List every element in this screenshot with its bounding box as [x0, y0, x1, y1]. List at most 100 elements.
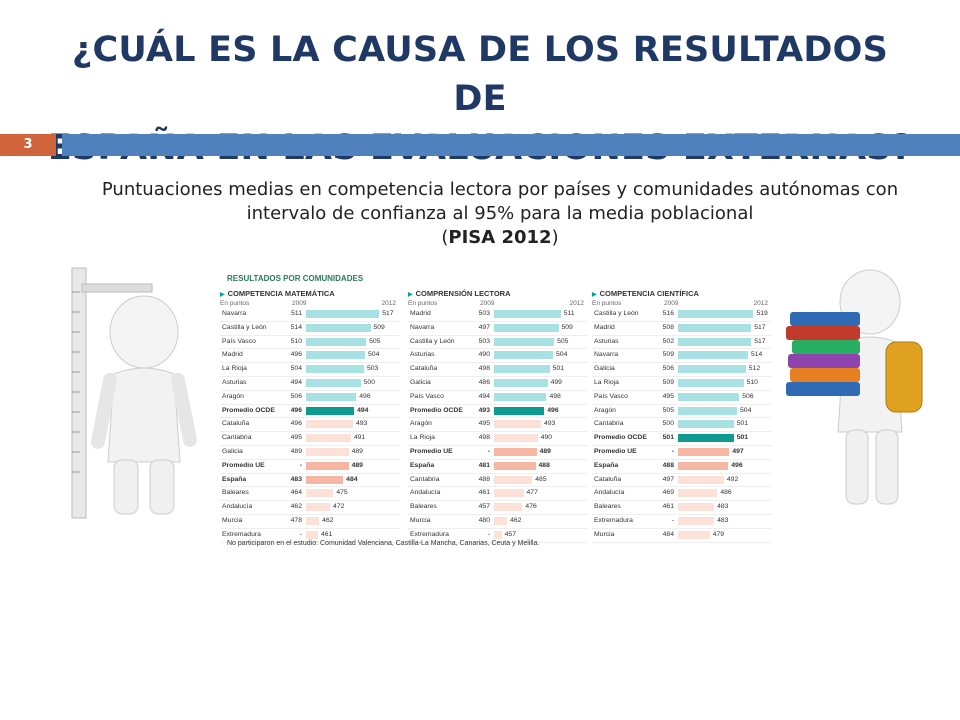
bar-2012 [678, 406, 738, 415]
region-name: Asturias [594, 337, 619, 345]
value-2012: 493 [356, 420, 368, 428]
region-name: Asturias [410, 351, 435, 359]
panel-subheader: En puntos 2009 2012 [408, 299, 588, 308]
bar-2012 [306, 530, 319, 539]
bar-2012 [678, 503, 715, 512]
table-row: Asturias 490 504 [408, 349, 588, 364]
region-name: Promedio OCDE [222, 406, 275, 414]
unit-label: En puntos [408, 300, 438, 307]
table-row: Castilla y León 516 519 [592, 308, 772, 322]
table-row: Promedio OCDE 493 496 [408, 405, 588, 419]
table-row: Aragón 506 496 [220, 391, 400, 405]
table-row: Promedio UE - 489 [220, 460, 400, 474]
region-name: Murcia [410, 516, 431, 524]
region-name: España [594, 461, 619, 469]
table-row: España 481 488 [408, 460, 588, 474]
table-row: Extremadura - 457 [408, 529, 588, 543]
slide-subtitle: Puntuaciones medias en competencia lecto… [60, 178, 940, 250]
bar-2012 [306, 310, 380, 318]
value-2012: 491 [353, 434, 366, 442]
region-name: Cataluña [594, 475, 622, 483]
bar-2012 [306, 365, 364, 374]
year-2012-label: 2012 [753, 300, 768, 307]
value-2012: 493 [544, 420, 556, 428]
region-name: Cantabria [594, 420, 624, 428]
table-row: Promedio UE - 497 [592, 446, 772, 460]
value-2012: 506 [742, 392, 754, 400]
slide-title-line-1: ¿CUÁL ES LA CAUSA DE LOS RESULTADOS DE [72, 30, 888, 119]
bar-2012 [306, 475, 344, 484]
value-2012: 499 [550, 378, 562, 386]
bar-2012 [678, 365, 746, 374]
table-row: Murcia 478 462 [220, 515, 400, 529]
bar-2012 [494, 447, 537, 456]
value-2009: 498 [478, 434, 490, 442]
table-row: Galicia 486 499 [408, 377, 588, 391]
table-row: La Rioja 504 503 [220, 363, 400, 377]
table-row: Andalucía 461 477 [408, 487, 588, 502]
value-2009: 464 [290, 489, 302, 497]
region-name: La Rioja [410, 434, 435, 442]
value-2009: 494 [290, 378, 302, 386]
value-2012: 517 [382, 310, 394, 317]
value-2012: 500 [363, 378, 375, 386]
table-row: Galicia 489 489 [220, 446, 400, 460]
value-2009: 501 [662, 434, 674, 442]
table-row: Murcia 480 462 [408, 515, 588, 529]
region-name: Cataluña [222, 420, 250, 428]
value-2009: 490 [478, 351, 490, 359]
bar-2012 [306, 434, 351, 443]
region-name: España [410, 461, 435, 469]
bar-2012 [494, 461, 536, 470]
value-2012: 472 [333, 503, 345, 511]
region-name: Extremadura [594, 516, 633, 524]
panel-title: COMPETENCIA CIENTÍFICA [592, 288, 772, 299]
value-2012: 476 [525, 503, 537, 511]
value-2012: 486 [720, 489, 732, 497]
region-name: Asturias [222, 378, 247, 386]
region-name: Promedio OCDE [410, 406, 463, 414]
value-2012: 501 [736, 420, 749, 428]
region-name: Castilla y León [222, 323, 267, 331]
value-2009: 495 [662, 392, 674, 400]
student-with-books-illustration [786, 269, 923, 505]
table-row: Navarra 511 517 [220, 308, 400, 322]
value-2009: 516 [662, 310, 674, 317]
table-row: Madrid 503 511 [408, 308, 588, 322]
value-2009: 496 [290, 420, 302, 428]
subtitle-source: PISA 2012 [448, 227, 552, 248]
value-2009: 457 [478, 503, 490, 511]
value-2012: 504 [740, 406, 752, 414]
value-2009: 503 [478, 310, 490, 317]
bar-2012 [494, 420, 541, 429]
header-bar [62, 134, 960, 156]
region-name: Promedio UE [410, 447, 453, 455]
region-name: País Vasco [594, 392, 628, 400]
value-2012: 514 [750, 351, 763, 359]
table-row: La Rioja 498 490 [408, 432, 588, 446]
value-2009: 511 [291, 310, 302, 317]
table-row: Baleares 457 476 [408, 501, 588, 515]
bar-2012 [306, 337, 367, 346]
table-row: La Rioja 509 510 [592, 377, 772, 391]
bar-2012 [678, 323, 752, 332]
table-row: País Vasco 510 505 [220, 336, 400, 350]
table-row: Extremadura - 483 [592, 515, 772, 529]
value-2009: 495 [478, 420, 490, 428]
value-2012: 479 [712, 530, 725, 538]
region-name: Baleares [410, 503, 437, 511]
bar-2012 [494, 530, 502, 539]
value-2009: 484 [662, 530, 674, 538]
value-2012: 512 [748, 365, 761, 373]
value-2009: 505 [662, 406, 674, 414]
bar-2012 [494, 337, 555, 346]
infographic-footer: No participaron en el estudio: Comunidad… [227, 540, 540, 547]
panel-title: COMPETENCIA MATEMÁTICA [220, 288, 400, 299]
bar-2012 [678, 434, 734, 443]
value-2012: 505 [369, 337, 381, 345]
bar-2012 [678, 351, 748, 360]
bar-2012 [306, 351, 366, 360]
bar-2012 [678, 447, 730, 456]
bar-2012 [494, 351, 554, 360]
table-row: Andalucía 462 472 [220, 501, 400, 515]
